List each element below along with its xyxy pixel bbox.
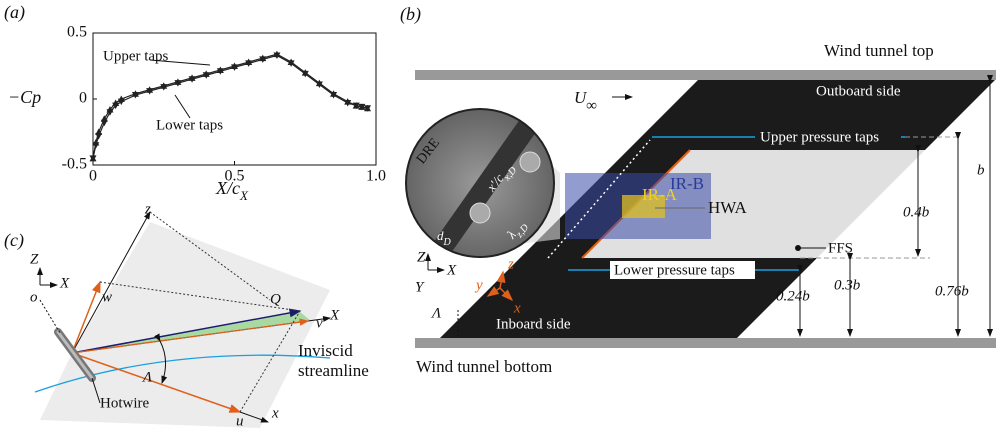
label: z	[144, 201, 151, 217]
panel-c: (c) z w X Q v u x Λ Hotwire Z X o Invisc…	[4, 201, 369, 429]
marker	[95, 133, 102, 140]
label: x	[513, 300, 521, 316]
x-tick-label: 0	[89, 168, 97, 185]
label: b	[977, 162, 985, 178]
annotation: Upper taps	[103, 48, 169, 64]
x-axis-label-sub: X	[239, 188, 249, 203]
tunnel-wall	[415, 70, 996, 80]
leader	[40, 300, 60, 333]
y-tick-label: 0	[79, 90, 87, 107]
label: streamline	[298, 361, 369, 380]
x-tick-label: 1.0	[366, 168, 386, 185]
label: x	[271, 405, 279, 421]
label: Upper pressure taps	[760, 129, 879, 145]
label: Λ	[141, 369, 152, 385]
label: Inboard side	[496, 316, 571, 332]
y-axis-label: −Cp	[8, 87, 41, 107]
label: 0.3b	[834, 277, 861, 293]
series-line	[93, 55, 368, 158]
label: 0.24b	[776, 288, 810, 304]
label: Q	[270, 291, 281, 307]
label: Λ	[430, 305, 441, 321]
label: 0.4b	[903, 204, 930, 220]
figure: (a) −Cp X/cX Upper taps Lower taps 00.51…	[0, 0, 996, 430]
label: o	[30, 289, 38, 305]
dre-element	[520, 152, 540, 172]
panel-label: (b)	[400, 4, 421, 25]
label: Wind tunnel bottom	[416, 357, 552, 376]
label: Wind tunnel top	[824, 41, 934, 60]
label: v	[316, 315, 323, 331]
label: y	[474, 277, 483, 293]
dre-element	[470, 203, 490, 223]
u-sub: ∞	[586, 98, 597, 114]
label: z	[507, 256, 514, 272]
label: X	[59, 275, 70, 291]
page: {"chart_data": {"type": "line", "label":…	[0, 0, 996, 430]
d-sub: D	[443, 237, 452, 248]
panel-label: (c)	[4, 230, 24, 251]
label: FFS	[828, 240, 853, 256]
label: Lower pressure taps	[614, 262, 735, 278]
tunnel-wall	[415, 338, 996, 348]
panel-b: (b) Wind tunnel top Wind tunnel bottom O…	[400, 4, 996, 376]
panel-label: (a)	[4, 2, 25, 23]
label: Inviscid	[298, 341, 353, 360]
label: X	[329, 307, 340, 323]
label: u	[236, 413, 244, 429]
label: X	[446, 262, 457, 278]
annotation: Lower taps	[156, 117, 223, 133]
label: HWA	[708, 198, 747, 217]
label: Z	[30, 251, 39, 267]
label: Hotwire	[100, 395, 149, 411]
label: IR-A	[642, 185, 678, 204]
label: Y	[415, 279, 425, 295]
label: U∞	[574, 88, 597, 115]
series-line	[93, 54, 368, 158]
x-tick-label: 0.5	[225, 168, 245, 185]
y-tick-label: -0.5	[62, 156, 87, 173]
label: Outboard side	[816, 83, 901, 99]
label: Z	[417, 249, 426, 265]
y-tick-label: 0.5	[67, 24, 87, 41]
label: w	[102, 289, 112, 305]
annotation-line	[175, 95, 190, 118]
label: 0.76b	[935, 283, 969, 299]
